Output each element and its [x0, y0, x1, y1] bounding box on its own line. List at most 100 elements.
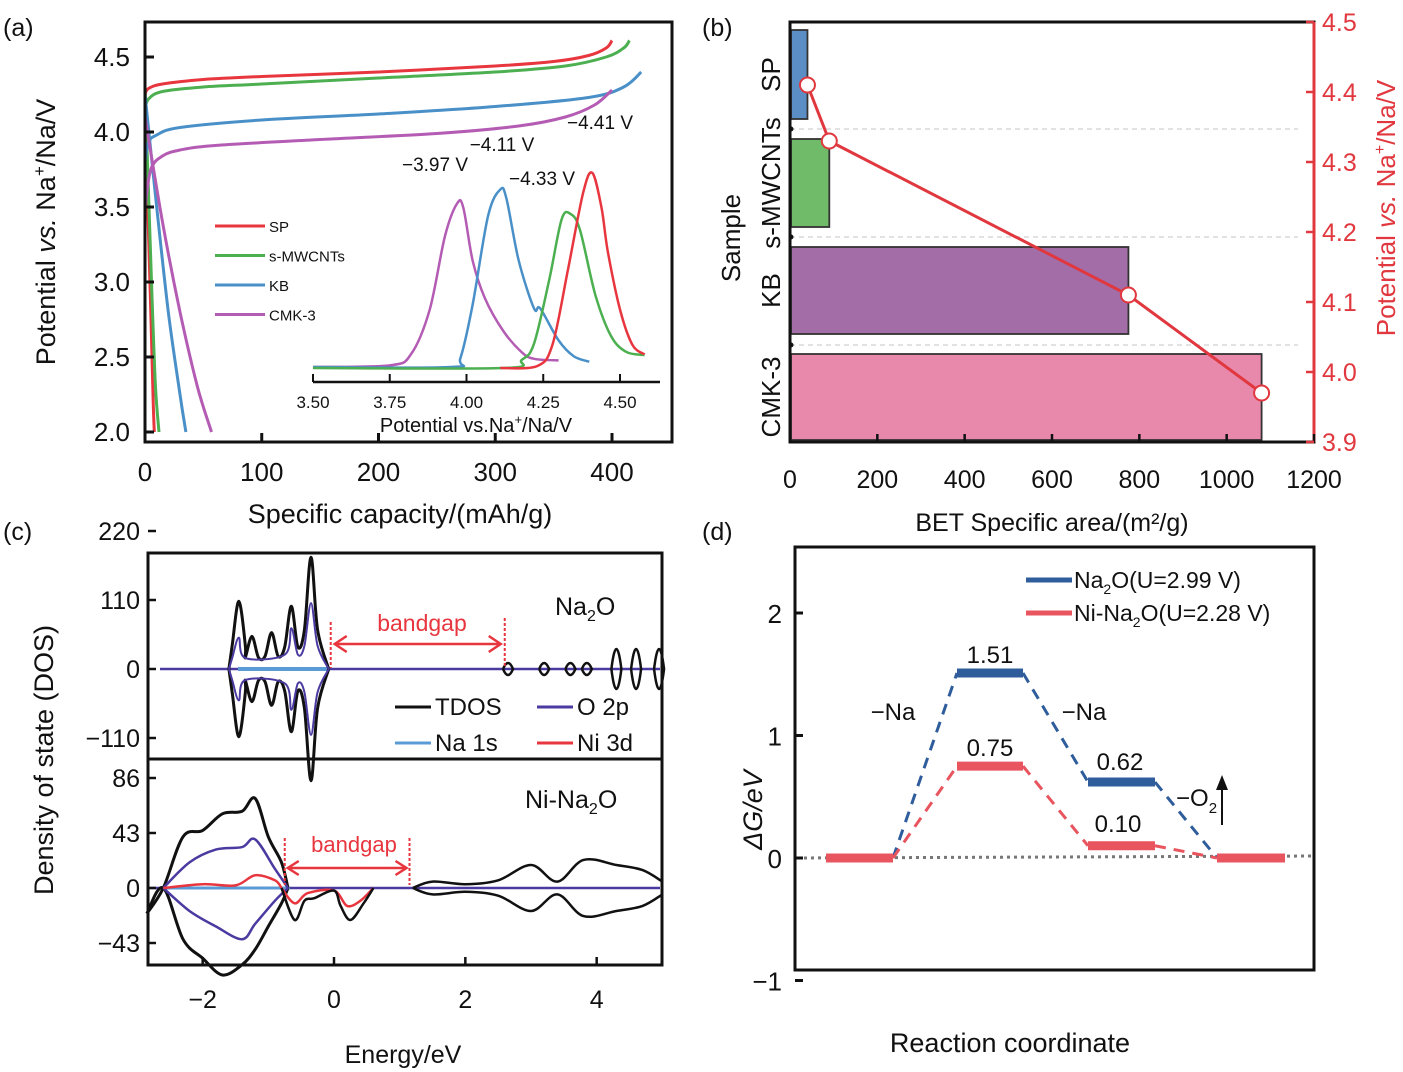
legend-label: Ni-Na2O(U=2.28 V) [1074, 600, 1270, 630]
category-label-sp: SP [756, 57, 786, 92]
na2o-tdos-curve-upper [227, 555, 331, 670]
panel-a-legend: SP s-MWCNTs KB CMK-3 [215, 219, 345, 325]
na2o-tdos-curve-lower [227, 668, 331, 783]
na2o-transition-1 [1021, 672, 1090, 783]
ni-na2o-y-tick-label: −43 [98, 930, 140, 958]
panel-c-xlabel: Energy/eV [345, 1041, 462, 1069]
charge-curve-cmk-3 [143, 88, 614, 208]
y-tick-label: 2.5 [94, 342, 130, 372]
legend-label-main: Ni-Na [1074, 600, 1133, 626]
y2-tick-label: 4.2 [1322, 219, 1357, 247]
panel-a-frame [143, 20, 674, 444]
panel-label-b: (b) [702, 14, 733, 42]
na2o-bandgap-arrowhead-left [332, 634, 348, 654]
na2o-bandgap-label: bandgap [377, 610, 467, 636]
panel-b-xlabel: BET Specific area/(m²/g) [915, 509, 1188, 537]
potential-marker-s-mwcnts [820, 132, 838, 150]
category-label-kb: KB [756, 273, 786, 308]
ni-na2o-y-tick-label: 43 [112, 820, 140, 848]
legend-label: O 2p [577, 694, 629, 721]
na2o-y-tick-label: 0 [126, 656, 140, 684]
legend-label: Ni 3d [577, 730, 633, 757]
legend-label-tail: O(U=2.28 V) [1141, 600, 1271, 626]
y2-tick-label: 4.4 [1322, 79, 1357, 107]
panel-b-ylabel: Sample [716, 194, 746, 282]
panel-d-ylabel: ΔG/eV [738, 767, 768, 851]
legend-label: Na 1s [435, 730, 498, 757]
charge-curve-kb [143, 70, 643, 163]
ni-na2o-transition-1 [1021, 765, 1090, 847]
y-tick-label: −1 [752, 967, 782, 997]
potential-line [806, 84, 1263, 395]
inset-curve-kb [312, 186, 590, 369]
x-tick-label: 200 [357, 457, 400, 487]
ni-na2o-ni3d-upper [163, 873, 283, 890]
ni-na2o-y-tick-label: 86 [112, 765, 140, 793]
x-tick-label: 400 [590, 457, 633, 487]
ni-na2o-y-tick-label: 0 [126, 875, 140, 903]
legend-label: Na2O(U=2.99 V) [1074, 567, 1241, 597]
y2-tick-label: 4.3 [1322, 149, 1357, 177]
ni-na2o-bandgap-arrowhead-right [394, 859, 409, 877]
potential-marker-kb [1119, 286, 1137, 304]
panel-a-inset: 3.50 3.75 4.00 4.25 4.50 Potential vs.Na+/Na/… [296, 113, 660, 437]
step-label-minus-na-1: −Na [871, 699, 916, 726]
legend-label: SP [269, 219, 289, 236]
legend-label-sub: 2 [1133, 614, 1141, 630]
y-tick-label: 2 [768, 599, 782, 629]
x-tick-label: 600 [1031, 466, 1073, 494]
na2o-cb-state [501, 661, 515, 677]
x-tick-label: 0 [138, 457, 152, 487]
panel-b-y2label: Potential vs. Na+/Na/V [1371, 79, 1401, 336]
panel-a-ylabel: Potential vs. Na+/Na/V [30, 99, 61, 366]
y2-tick-label: 4.5 [1322, 9, 1357, 37]
y2-tick-label: 4.0 [1322, 359, 1357, 387]
bar-kb [790, 246, 1130, 335]
panel-label-c: (c) [3, 518, 32, 546]
inset-x-tick-label: 4.00 [450, 393, 483, 412]
x-tick-label: 200 [856, 466, 898, 494]
na2o-cb-state [610, 647, 623, 691]
inset-curve-s-mwcnts [312, 210, 645, 370]
step-label-main: −O [1176, 785, 1209, 812]
x-tick-label: 400 [944, 466, 986, 494]
charge-curve-s-mwcnts [143, 39, 631, 110]
x-tick-label: 1000 [1199, 466, 1255, 494]
panel-d-xlabel: Reaction coordinate [890, 1028, 1130, 1058]
inset-xlabel: Potential vs.Na+/Na/V [380, 412, 573, 437]
level-value-na2o-1.51: 1.51 [967, 642, 1014, 669]
inset-peak-label-kb: −4.11 V [470, 135, 535, 156]
y-tick-label: 4.0 [94, 117, 130, 147]
x-tick-label: 2 [458, 986, 472, 1014]
legend-label: TDOS [435, 694, 502, 721]
legend-label-sub: 2 [1103, 581, 1111, 597]
inset-x-tick-label: 4.25 [527, 393, 560, 412]
panel-c-ylabel: Density of state (DOS) [29, 625, 59, 895]
x-tick-label: 100 [240, 457, 283, 487]
potential-marker-cmk-3 [1253, 384, 1271, 402]
category-label-cmk-3: CMK-3 [756, 357, 786, 438]
panel-label-d: (d) [702, 518, 733, 546]
x-tick-label: 300 [474, 457, 517, 487]
charge-curve-sp [143, 39, 614, 96]
x-tick-label: 0 [783, 466, 797, 494]
ni-na2o-transition-2 [1154, 844, 1218, 860]
ni-na2o-tdos-lower [145, 886, 290, 977]
legend-label-main: Na [1074, 567, 1104, 593]
na2o-transition-2 [1153, 781, 1219, 859]
na2o-o2p-curve-upper [227, 602, 330, 670]
panel-d-legend: Na2O(U=2.99 V)Ni-Na2O(U=2.28 V) [1026, 567, 1270, 630]
ni-na2o-cb-lower [412, 886, 664, 919]
panel-a-xlabel: Specific capacity/(mAh/g) [248, 499, 553, 529]
na2o-bandgap-arrowhead-right [488, 634, 503, 654]
panel-c-subplot-title-ni-na2o: Ni-Na2O [525, 786, 617, 818]
level-value-ni-na2o-0.10: 0.10 [1095, 811, 1142, 838]
inset-curve-sp [500, 171, 646, 370]
y2-tick-label: 4.1 [1322, 289, 1357, 317]
panel-label-a: (a) [3, 14, 34, 42]
inset-x-tick-label: 3.50 [296, 393, 329, 412]
inset-x-tick-label: 4.50 [603, 393, 636, 412]
